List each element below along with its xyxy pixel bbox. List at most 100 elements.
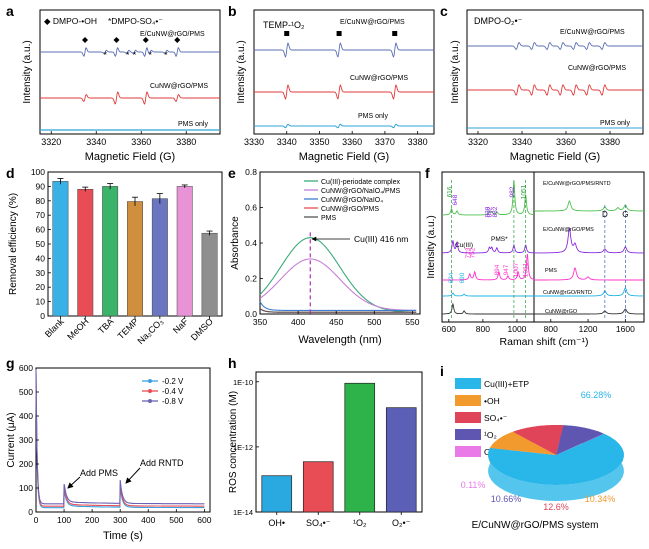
panel-f-peak-label: 894 xyxy=(494,264,501,275)
panel-a-x-tick-label: 3320 xyxy=(41,137,61,147)
panel-letter-i: i xyxy=(440,363,444,379)
panel-d-category-label: NaF xyxy=(171,316,190,335)
panel-a-legend-oh: ◆ DMPO-•OH xyxy=(44,16,97,26)
panel-d-y-tick-label: 50 xyxy=(36,239,46,249)
panel-c-tag: DMPO-O₂•⁻ xyxy=(474,16,523,26)
panel-g-x-tick-label: 300 xyxy=(113,515,127,525)
panel-b-x-tick-label: 3360 xyxy=(342,137,362,147)
panel-d-bar xyxy=(102,186,119,317)
panel-g-ylabel: Current (μA) xyxy=(6,412,17,467)
panel-b-xlabel: Magnetic Field (G) xyxy=(299,151,389,163)
panel-g-x-tick-label: 600 xyxy=(197,515,211,525)
panel-b-x-tick-label: 3330 xyxy=(244,137,264,147)
panel-f-peak-label: 1051 xyxy=(521,184,528,199)
panel-a-oh-marker xyxy=(142,37,149,43)
panel-b-label-bot: PMS only xyxy=(358,113,388,120)
panel-i-slice-top xyxy=(513,425,564,455)
panel-i-legend-label: ¹O₂ xyxy=(484,430,497,440)
panel-f-right-series xyxy=(534,287,644,297)
panel-d-bar xyxy=(176,186,193,317)
panel-g-y-tick-label: 600 xyxy=(19,363,33,373)
panel-f-peak-label: 882 xyxy=(492,206,499,217)
panel-c-label-top: E/CuNW@rGO/PMS xyxy=(560,29,625,36)
panel-g-frame xyxy=(35,367,211,513)
panel-d-y-tick-label: 0 xyxy=(40,311,45,321)
panel-a-so4-marker: * xyxy=(103,50,107,60)
panel-d-bar xyxy=(77,189,94,317)
panel-f-ylabel: Intensity (a.u.) xyxy=(426,215,437,278)
panel-f-peak-label: 690 xyxy=(459,272,466,283)
panel-g-x-tick-label: 500 xyxy=(169,515,183,525)
panel-letter-f: f xyxy=(425,165,430,181)
panel-a-x-tick-label: 3380 xyxy=(176,137,196,147)
panel-f-left-series xyxy=(442,292,534,297)
panel-letter-b: b xyxy=(228,3,237,19)
panel-b-x-tick-label: 3370 xyxy=(375,137,395,147)
panel-a-legend-so4: *DMPO-SO₄•⁻ xyxy=(108,16,163,26)
panel-letter-h: h xyxy=(228,355,237,371)
panel-d-y-tick-label: 100 xyxy=(31,167,45,177)
panel-g-arrow-pms xyxy=(67,476,81,489)
panel-f-right-x-tick-label: 1600 xyxy=(616,324,635,334)
panel-h-y-tick-label: 1E-12 xyxy=(233,443,253,452)
panel-a-label-top: E/CuNW@rGO/PMS xyxy=(140,31,205,38)
panel-a-xlabel: Magnetic Field (G) xyxy=(85,151,175,163)
panel-h-category-label: O₂•⁻ xyxy=(392,518,411,528)
panel-b-peak-marker xyxy=(336,31,342,36)
panel-d-y-tick-label: 10 xyxy=(36,297,46,307)
panel-f-peak-label: 648 xyxy=(452,194,459,205)
panel-d-bar xyxy=(52,181,69,317)
panel-i-value-label: 10.34% xyxy=(585,494,616,504)
panel-e-y-tick-label: 0.6 xyxy=(245,203,257,213)
panel-b-x-tick-label: 3350 xyxy=(309,137,329,147)
panel-f-series-label: PMS xyxy=(545,268,557,274)
panel-i-legend-swatch xyxy=(455,412,481,423)
panel-g-xlabel: Time (s) xyxy=(103,530,143,542)
panel-h-ylabel: ROS concentration (M) xyxy=(228,391,239,493)
panel-g-y-tick-label: 500 xyxy=(19,387,33,397)
panel-e-annotation: Cu(III) 416 nm xyxy=(354,234,408,244)
panel-g-y-tick-label: 0 xyxy=(28,507,33,517)
panel-f-right-frame xyxy=(533,171,645,323)
panel-g-series-line xyxy=(35,369,205,505)
panel-f-left-series xyxy=(442,302,534,315)
panel-f-left-series xyxy=(442,254,534,281)
panel-i-value-label: 12.6% xyxy=(543,502,569,512)
panel-a-so4-marker: * xyxy=(148,50,152,60)
panel-b-x-tick-label: 3340 xyxy=(277,137,297,147)
panel-h-frame xyxy=(255,371,423,513)
panel-a-series-cunw xyxy=(40,91,220,105)
panel-g-legend-marker xyxy=(148,379,152,383)
panel-e-legend-label: CuNW@rGO/PMS xyxy=(321,206,379,213)
panel-i-slice-top xyxy=(488,433,624,485)
panel-d-category-label: Na₂CO₃ xyxy=(135,316,165,346)
panel-a-x-tick-label: 3360 xyxy=(131,137,151,147)
panel-e-y-tick-label: 0.4 xyxy=(245,238,257,248)
panel-f-peak-label: 616 xyxy=(447,186,454,197)
panel-d-category-label: MeOH xyxy=(65,316,90,341)
panel-e-ylabel: Absorbance xyxy=(230,216,241,270)
panel-b-ylabel: Intensity (a.u.) xyxy=(236,40,247,103)
panel-h-bar xyxy=(385,407,417,513)
panel-c: DMPO-O₂•⁻ E/CuNW@rGO/PMS CuNW@rGO/PMS PM… xyxy=(450,9,644,163)
panel-f-left-series xyxy=(442,240,534,254)
panel-b-series-e-cunw xyxy=(254,42,434,58)
panel-f-peak-label: 1007 xyxy=(513,262,520,277)
panel-c-x-tick-label: 3320 xyxy=(468,137,488,147)
panel-e-x-tick-label: 350 xyxy=(253,317,267,327)
panel-c-x-tick-label: 3340 xyxy=(512,137,532,147)
panel-f-series-label: CuNW@rGO/RNTD xyxy=(543,290,592,296)
panel-f-left-x-tick-label: 800 xyxy=(476,324,490,334)
panel-e-x-tick-label: 550 xyxy=(405,317,419,327)
panel-b-x-tick-label: 3380 xyxy=(408,137,428,147)
panel-letter-a: a xyxy=(6,3,14,19)
panel-c-series-e-cunw xyxy=(467,41,643,51)
panel-f-peak-label: 838 xyxy=(484,206,491,217)
panel-i-legend-swatch xyxy=(455,395,481,406)
panel-h: 1E-14 1E-12 1E-10 OH• SO₄•⁻ ¹O₂ O₂•⁻ ROS conc… xyxy=(228,371,423,528)
panel-d-bar xyxy=(151,198,168,317)
panel-f-left-x-tick-label: 1000 xyxy=(508,324,527,334)
panel-b-frame xyxy=(253,9,435,135)
panel-h-bar xyxy=(302,461,334,513)
